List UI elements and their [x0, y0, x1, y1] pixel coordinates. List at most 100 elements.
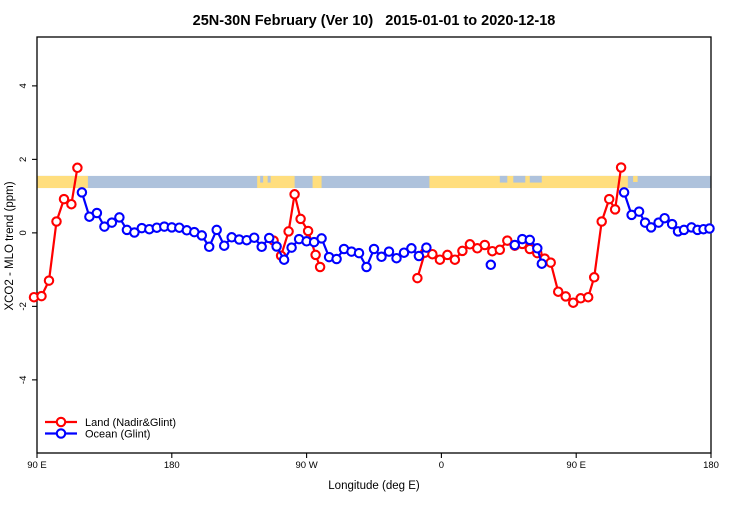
legend-item-ocean: Ocean (Glint)	[45, 428, 150, 441]
data-point-marker	[398, 247, 410, 258]
data-point-marker	[278, 254, 290, 265]
x-tick-label: 90 E	[27, 460, 47, 471]
legend-marker-land	[55, 416, 67, 428]
data-point-marker	[427, 248, 438, 260]
data-point-marker	[376, 251, 387, 263]
data-point-marker	[485, 259, 497, 271]
data-point-marker	[263, 232, 275, 244]
data-point-marker	[618, 187, 630, 198]
data-point-marker	[316, 233, 327, 244]
data-point-marker	[442, 249, 453, 261]
axes: 90 E 180 90 W 0 90 E 180 -4 -2 0 2 4	[18, 36, 719, 471]
data-point-marker	[645, 222, 657, 233]
y-tick-label: -2	[18, 302, 29, 310]
data-point-marker	[560, 291, 571, 302]
data-point-marker	[412, 272, 423, 284]
band-land-patch	[633, 175, 638, 182]
series-ocean	[76, 187, 715, 273]
data-point-marker	[509, 239, 521, 251]
data-point-marker	[76, 187, 88, 198]
data-point-marker	[582, 291, 594, 303]
data-point-marker	[383, 246, 395, 257]
band-land-segment	[257, 175, 295, 189]
data-point-marker	[449, 254, 461, 265]
chart-title: 25N-30N February (Ver 10) 2015-01-01 to …	[193, 13, 556, 29]
data-point-marker	[361, 261, 372, 273]
data-point-marker	[588, 272, 600, 283]
data-point-marker	[413, 250, 425, 262]
y-tick-label: 4	[18, 83, 29, 88]
band-land-segment	[312, 175, 322, 189]
y-tick-label: -4	[18, 376, 29, 384]
data-point-marker	[406, 243, 417, 254]
band-ocean-patch	[513, 175, 526, 183]
data-point-marker	[211, 224, 222, 236]
data-point-marker	[314, 261, 326, 273]
data-point-marker	[545, 257, 556, 268]
data-point-marker	[331, 253, 342, 265]
data-point-marker	[524, 234, 536, 246]
data-point-marker	[289, 189, 300, 200]
data-point-marker	[421, 242, 432, 253]
data-point-marker	[106, 217, 118, 228]
data-point-marker	[271, 241, 282, 252]
plot-box	[36, 36, 712, 454]
x-tick-label: 0	[439, 460, 444, 471]
data-point-marker	[536, 258, 548, 269]
data-point-marker	[502, 235, 513, 246]
data-point-marker	[666, 218, 678, 230]
data-point-marker	[256, 241, 267, 253]
band-land-segment	[37, 175, 88, 189]
data-point-marker	[552, 286, 564, 297]
data-point-marker	[633, 206, 645, 217]
data-point-marker	[196, 230, 208, 241]
data-point-marker	[704, 223, 715, 234]
data-point-marker	[603, 193, 615, 205]
y-tick-label: 0	[18, 230, 29, 235]
x-tick-label: 90 E	[566, 460, 586, 471]
data-point-marker	[43, 275, 55, 286]
band-land-segment	[429, 175, 628, 189]
data-point-marker	[203, 241, 215, 253]
data-point-marker	[218, 240, 230, 251]
data-point-marker	[286, 242, 297, 253]
band-ocean-patch	[499, 175, 508, 183]
data-point-marker	[302, 225, 314, 237]
map-band	[37, 175, 711, 189]
data-point-marker	[659, 212, 670, 224]
y-tick-label: 2	[18, 157, 29, 162]
x-tick-label: 180	[164, 460, 180, 471]
x-axis-label: Longitude (deg E)	[328, 480, 420, 492]
band-ocean-patch	[260, 175, 264, 183]
data-point-marker	[66, 198, 77, 210]
band-ocean-patch	[267, 175, 271, 183]
data-point-marker	[391, 252, 402, 264]
data-point-marker	[129, 227, 140, 238]
data-point-marker	[567, 297, 579, 308]
data-point-marker	[368, 243, 380, 255]
data-point-marker	[248, 232, 260, 243]
data-point-marker	[596, 216, 607, 227]
data-point-marker	[36, 290, 47, 302]
data-point-marker	[58, 193, 70, 205]
data-point-marker	[479, 239, 491, 251]
data-point-marker	[532, 243, 543, 254]
legend: Land (Nadir&Glint) Ocean (Glint)	[45, 416, 176, 441]
y-axis-label: XCO2 - MLO trend (ppm)	[4, 181, 16, 310]
data-series	[28, 162, 715, 308]
data-point-marker	[51, 216, 62, 227]
data-point-marker	[609, 204, 621, 215]
x-tick-label: 90 W	[296, 460, 318, 471]
data-point-marker	[434, 254, 446, 265]
legend-label-land: Land (Nadir&Glint)	[85, 417, 176, 429]
data-point-marker	[494, 244, 506, 256]
legend-label-ocean: Ocean (Glint)	[85, 429, 150, 441]
band-ocean-patch	[529, 175, 542, 183]
data-point-marker	[283, 226, 294, 237]
data-point-marker	[457, 245, 468, 257]
data-point-marker	[615, 162, 627, 173]
legend-item-land: Land (Nadir&Glint)	[45, 416, 176, 429]
data-point-marker	[295, 213, 306, 225]
